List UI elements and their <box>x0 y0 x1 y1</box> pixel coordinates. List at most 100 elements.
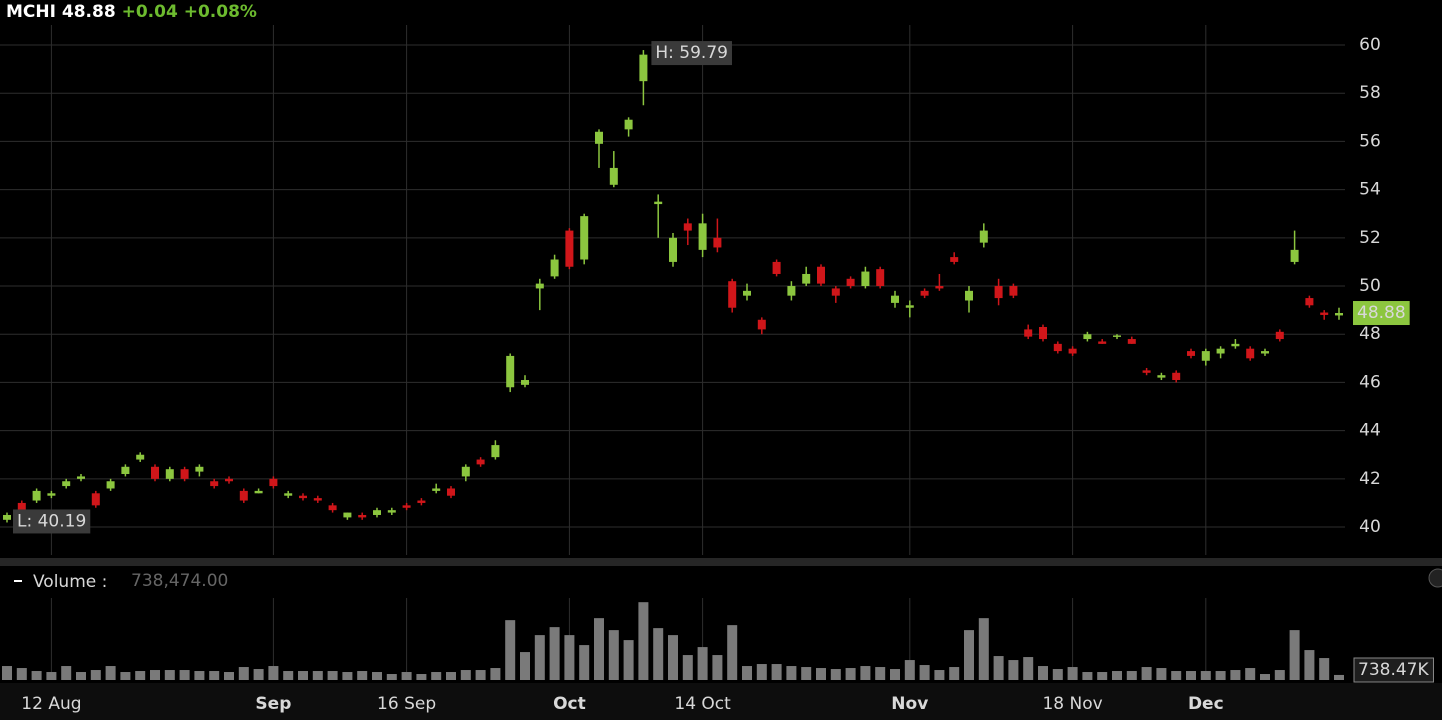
volume-bar <box>594 618 604 680</box>
volume-bar <box>978 618 989 680</box>
volume-bar <box>1186 671 1196 680</box>
volume-bar <box>90 670 101 680</box>
candle-body <box>565 230 574 267</box>
candle-body <box>77 476 85 479</box>
candle-body <box>950 257 959 262</box>
candle-body <box>1216 348 1225 354</box>
volume-bar <box>283 671 294 680</box>
volume-bar <box>1141 667 1152 680</box>
candle-body <box>831 288 840 296</box>
volume-bar <box>386 674 397 680</box>
candle-body <box>461 466 470 477</box>
volume-bar <box>1023 657 1034 680</box>
candle-body <box>284 493 293 496</box>
volume-bar <box>860 666 871 680</box>
candle-body <box>491 445 500 458</box>
candle-body <box>683 223 692 231</box>
volume-bar <box>298 671 308 680</box>
volume-bar <box>890 669 900 680</box>
candle-body <box>402 505 411 508</box>
volume-bar <box>682 655 693 680</box>
x-tick-label: Dec <box>1188 694 1224 714</box>
y-tick-label: 52 <box>1359 228 1381 248</box>
volume-bar <box>1112 671 1122 680</box>
volume-bar <box>638 602 649 680</box>
high-label: H: 59.79 <box>655 43 728 63</box>
volume-bar <box>964 630 974 680</box>
volume-bar <box>712 655 723 680</box>
candle-body <box>979 230 988 243</box>
candle-body <box>269 478 278 487</box>
candle-body <box>417 500 426 503</box>
volume-bar <box>120 672 131 680</box>
volume-bar <box>490 668 501 680</box>
volume-bar <box>1289 630 1300 680</box>
candle-body <box>935 286 944 289</box>
candle-body <box>432 488 441 491</box>
candle-body <box>772 261 781 274</box>
volume-bar <box>949 667 960 680</box>
candle-body <box>1290 249 1299 262</box>
candle-body <box>165 469 174 479</box>
candle-body <box>1098 341 1107 344</box>
candle-body <box>180 469 189 479</box>
candle-body <box>743 290 751 296</box>
candle-body <box>669 237 677 262</box>
volume-bar <box>431 672 442 680</box>
volume-bar <box>1274 670 1285 680</box>
volume-bar <box>209 671 220 680</box>
x-tick-label: Sep <box>255 694 291 714</box>
candle-body <box>210 481 219 487</box>
candle-body <box>17 502 26 511</box>
header: MCHI 48.88 +0.04 +0.08% <box>6 2 257 22</box>
volume-bar <box>668 635 678 680</box>
volume-bar <box>1304 650 1315 680</box>
candle-body <box>1231 343 1240 347</box>
volume-bar <box>1200 671 1211 680</box>
volume-bar <box>801 667 812 680</box>
candle-body <box>713 237 722 248</box>
volume-bar <box>268 666 279 680</box>
volume-bar <box>1008 660 1019 680</box>
y-tick-label: 50 <box>1359 276 1381 296</box>
volume-bar <box>460 670 471 680</box>
volume-bar <box>1082 672 1093 680</box>
candle-body <box>580 216 589 260</box>
volume-bar <box>105 666 116 680</box>
volume-bar <box>1171 671 1182 680</box>
volume-bar <box>845 668 856 680</box>
volume-bar <box>2 666 12 680</box>
candle-body <box>1172 372 1181 381</box>
y-tick-label: 46 <box>1359 372 1381 392</box>
volume-bar <box>697 647 708 680</box>
candle-body <box>47 493 56 496</box>
volume-bar <box>31 671 42 680</box>
candle-body <box>239 490 248 501</box>
x-tick-label: Nov <box>891 694 928 714</box>
candle-body <box>1127 339 1136 344</box>
volume-bar <box>549 627 560 680</box>
candle-body <box>1246 348 1255 359</box>
candle-body <box>1024 329 1033 337</box>
volume-bar <box>446 672 456 680</box>
label-box <box>1353 657 1434 683</box>
volume-bar <box>993 656 1004 680</box>
pane-button[interactable] <box>1428 568 1442 588</box>
volume-pane <box>2 602 1344 680</box>
volume-bar <box>312 671 323 680</box>
volume-bar <box>401 672 412 680</box>
candle-body <box>343 512 352 518</box>
candle-body <box>62 481 71 487</box>
volume-bar <box>919 665 930 680</box>
candle-body <box>817 266 825 284</box>
volume-bar <box>16 668 27 680</box>
volume-bar <box>135 671 146 680</box>
volume-bar <box>179 670 190 680</box>
candle-body <box>91 493 100 506</box>
volume-bar <box>756 664 767 680</box>
candle-body <box>1142 370 1151 373</box>
candle-body <box>654 201 663 205</box>
candle-body <box>891 295 899 303</box>
volume-bar <box>505 620 516 680</box>
